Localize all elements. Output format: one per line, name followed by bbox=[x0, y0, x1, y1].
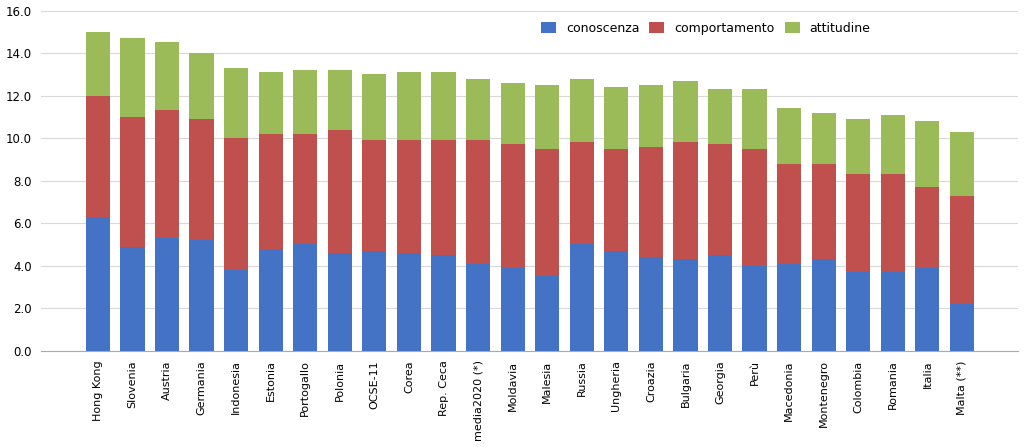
Bar bbox=[881, 272, 905, 351]
Bar bbox=[466, 264, 490, 351]
Bar bbox=[466, 140, 490, 264]
Bar bbox=[224, 270, 248, 351]
Bar bbox=[466, 79, 490, 140]
Bar bbox=[708, 255, 732, 351]
Bar bbox=[189, 53, 214, 119]
Bar bbox=[293, 245, 317, 351]
Bar bbox=[397, 72, 421, 140]
Bar bbox=[501, 268, 524, 351]
Bar bbox=[674, 143, 697, 259]
Bar bbox=[639, 257, 663, 351]
Bar bbox=[915, 121, 939, 187]
Bar bbox=[915, 187, 939, 268]
Bar bbox=[259, 249, 283, 351]
Bar bbox=[846, 272, 870, 351]
Bar bbox=[431, 72, 456, 140]
Bar bbox=[431, 140, 456, 255]
Bar bbox=[328, 130, 352, 253]
Bar bbox=[777, 264, 801, 351]
Bar bbox=[536, 149, 559, 276]
Bar bbox=[86, 32, 110, 96]
Bar bbox=[501, 83, 524, 144]
Bar bbox=[604, 251, 629, 351]
Bar bbox=[639, 85, 663, 147]
Bar bbox=[950, 195, 974, 304]
Bar bbox=[569, 245, 594, 351]
Bar bbox=[328, 70, 352, 130]
Bar bbox=[86, 96, 110, 217]
Bar bbox=[881, 174, 905, 272]
Bar bbox=[259, 72, 283, 134]
Bar bbox=[86, 217, 110, 351]
Bar bbox=[536, 85, 559, 149]
Bar bbox=[121, 38, 144, 117]
Bar bbox=[742, 89, 767, 149]
Bar bbox=[189, 119, 214, 240]
Bar bbox=[846, 174, 870, 272]
Legend: conoscenza, comportamento, attitudine: conoscenza, comportamento, attitudine bbox=[536, 17, 876, 40]
Bar bbox=[777, 164, 801, 264]
Bar bbox=[742, 266, 767, 351]
Bar bbox=[362, 251, 386, 351]
Bar bbox=[328, 253, 352, 351]
Bar bbox=[708, 89, 732, 144]
Bar bbox=[604, 149, 629, 251]
Bar bbox=[189, 240, 214, 351]
Bar bbox=[259, 134, 283, 249]
Bar bbox=[639, 147, 663, 257]
Bar bbox=[536, 276, 559, 351]
Bar bbox=[397, 140, 421, 253]
Bar bbox=[155, 110, 179, 238]
Bar bbox=[777, 108, 801, 164]
Bar bbox=[121, 117, 144, 247]
Bar bbox=[604, 87, 629, 149]
Bar bbox=[431, 255, 456, 351]
Bar bbox=[674, 81, 697, 143]
Bar bbox=[293, 70, 317, 134]
Bar bbox=[950, 132, 974, 195]
Bar bbox=[742, 149, 767, 266]
Bar bbox=[501, 144, 524, 268]
Bar bbox=[362, 74, 386, 140]
Bar bbox=[362, 140, 386, 251]
Bar bbox=[674, 259, 697, 351]
Bar bbox=[155, 42, 179, 110]
Bar bbox=[812, 113, 836, 164]
Bar bbox=[224, 68, 248, 138]
Bar bbox=[121, 247, 144, 351]
Bar bbox=[812, 259, 836, 351]
Bar bbox=[155, 238, 179, 351]
Bar bbox=[397, 253, 421, 351]
Bar bbox=[881, 115, 905, 174]
Bar bbox=[569, 143, 594, 245]
Bar bbox=[812, 164, 836, 259]
Bar bbox=[224, 138, 248, 270]
Bar bbox=[293, 134, 317, 245]
Bar bbox=[846, 119, 870, 174]
Bar bbox=[569, 79, 594, 143]
Bar bbox=[708, 144, 732, 255]
Bar bbox=[950, 304, 974, 351]
Bar bbox=[915, 268, 939, 351]
